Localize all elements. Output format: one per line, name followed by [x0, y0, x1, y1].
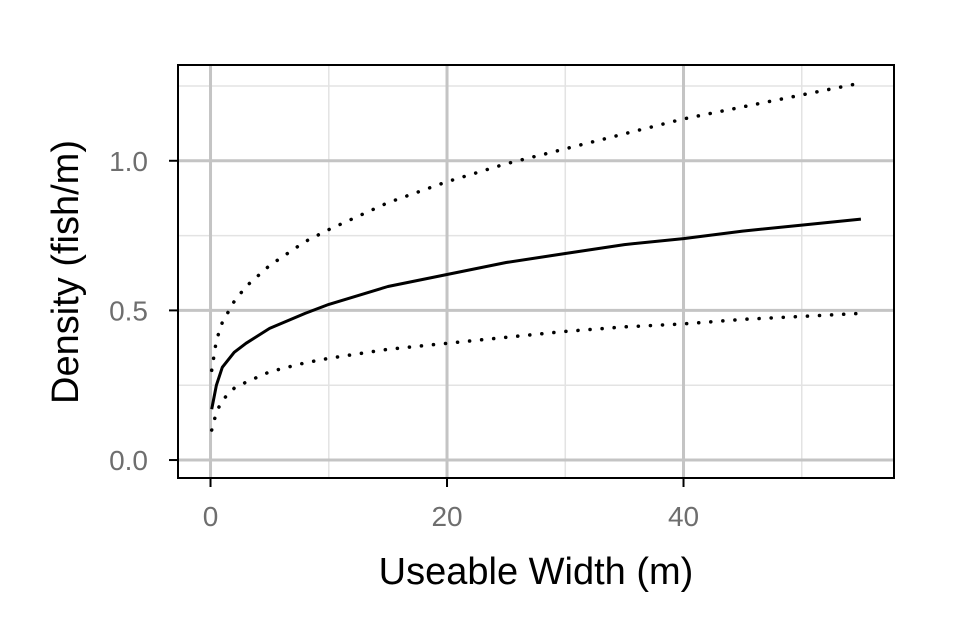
y-tick-label: 1.0	[109, 146, 148, 177]
y-axis-ticks: 0.0 0.5 1.0	[109, 146, 178, 476]
x-tick-label: 20	[431, 501, 462, 532]
panel-border	[177, 64, 895, 479]
series-layer	[209, 81, 863, 432]
x-tick-label: 40	[668, 501, 699, 532]
minor-gridlines	[178, 65, 894, 478]
x-axis-title: Useable Width (m)	[379, 551, 694, 593]
solid-series-line-1	[210, 217, 862, 410]
y-tick-label: 0.5	[109, 295, 148, 326]
y-axis-title: Density (fish/m)	[45, 140, 87, 404]
x-axis-ticks: 0 20 40	[203, 478, 699, 532]
y-tick-label: 0.0	[109, 445, 148, 476]
major-gridlines	[178, 65, 894, 478]
x-tick-label: 0	[203, 501, 219, 532]
